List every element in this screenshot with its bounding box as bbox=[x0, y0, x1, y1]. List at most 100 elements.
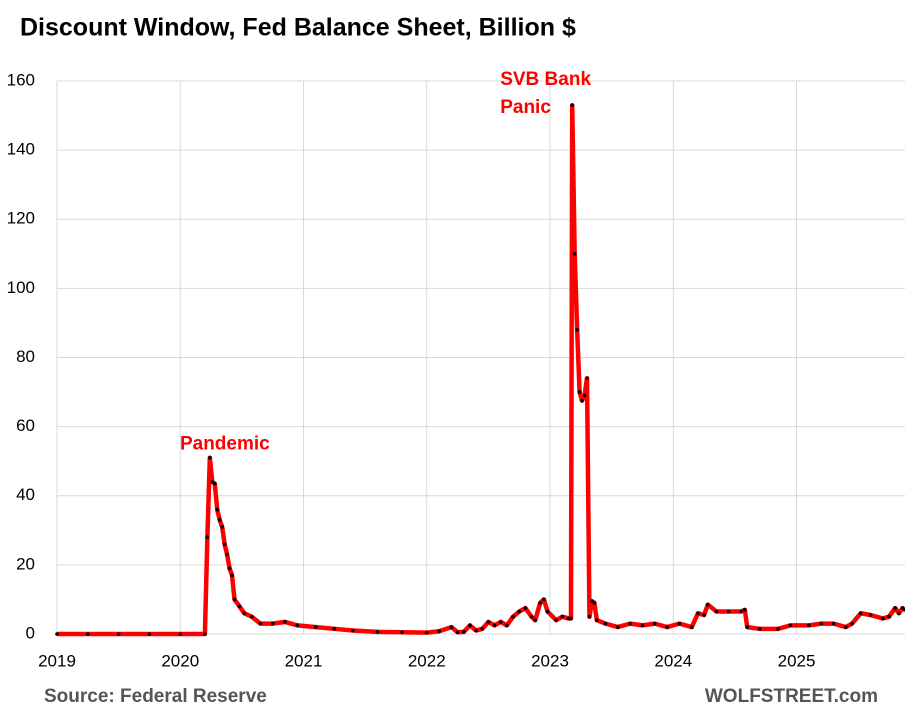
data-point bbox=[542, 597, 546, 602]
chart-title: Discount Window, Fed Balance Sheet, Bill… bbox=[20, 14, 576, 42]
data-point bbox=[705, 602, 710, 607]
data-point bbox=[468, 623, 472, 628]
data-point bbox=[585, 376, 589, 381]
data-point bbox=[212, 481, 217, 486]
y-tick-label: 0 bbox=[26, 623, 35, 642]
data-point bbox=[208, 455, 212, 460]
data-line bbox=[57, 102, 905, 637]
data-point bbox=[498, 620, 503, 624]
data-point bbox=[850, 621, 854, 626]
data-point bbox=[757, 627, 762, 631]
data-point bbox=[147, 632, 152, 636]
x-tick-label: 2022 bbox=[408, 651, 446, 670]
data-point bbox=[616, 625, 620, 629]
data-point bbox=[529, 614, 534, 619]
data-point bbox=[511, 614, 515, 619]
annotation: Pandemic bbox=[180, 434, 270, 455]
data-point bbox=[533, 618, 538, 622]
data-point bbox=[742, 608, 747, 612]
data-point bbox=[560, 614, 565, 619]
data-point bbox=[283, 620, 287, 624]
data-point bbox=[437, 629, 441, 634]
data-point bbox=[517, 609, 522, 614]
data-point bbox=[844, 625, 848, 629]
data-point bbox=[449, 625, 454, 629]
x-tick-label: 2021 bbox=[285, 651, 323, 670]
data-point bbox=[580, 398, 584, 403]
data-point bbox=[587, 614, 592, 619]
data-point bbox=[295, 623, 300, 628]
x-tick-label: 2023 bbox=[531, 651, 569, 670]
y-tick-label: 20 bbox=[16, 554, 35, 573]
data-point bbox=[455, 630, 460, 635]
y-tick-label: 160 bbox=[7, 70, 35, 89]
data-point bbox=[858, 611, 863, 616]
data-point bbox=[400, 630, 404, 635]
source: Source: Federal Reserve bbox=[44, 686, 267, 707]
data-point bbox=[897, 611, 901, 616]
data-point bbox=[807, 623, 811, 628]
data-point bbox=[486, 620, 491, 624]
data-point bbox=[505, 623, 509, 628]
data-point bbox=[640, 623, 645, 628]
data-point bbox=[595, 618, 599, 622]
y-tick-label: 60 bbox=[16, 416, 35, 435]
data-point bbox=[575, 328, 579, 332]
data-point bbox=[538, 601, 542, 605]
y-tick-label: 40 bbox=[16, 485, 35, 504]
data-point bbox=[461, 630, 466, 634]
y-tick-label: 80 bbox=[16, 347, 35, 366]
data-point bbox=[893, 606, 897, 610]
data-point bbox=[745, 625, 750, 629]
data-point bbox=[232, 597, 237, 602]
data-point bbox=[545, 609, 550, 614]
data-point bbox=[739, 609, 743, 614]
data-point bbox=[788, 623, 793, 628]
x-tick-label: 2024 bbox=[654, 651, 692, 670]
data-point bbox=[215, 507, 220, 512]
data-point bbox=[227, 566, 232, 571]
data-point bbox=[689, 625, 694, 629]
data-point bbox=[569, 616, 573, 621]
data-point bbox=[714, 609, 719, 614]
data-point bbox=[726, 609, 731, 614]
data-point bbox=[222, 542, 227, 546]
data-point bbox=[696, 611, 700, 616]
data-point bbox=[819, 621, 823, 626]
data-point bbox=[55, 632, 59, 636]
data-point bbox=[351, 628, 355, 633]
data-point bbox=[230, 573, 234, 578]
x-tick-label: 2020 bbox=[161, 651, 199, 670]
data-point bbox=[492, 623, 497, 628]
data-point bbox=[178, 632, 183, 636]
data-point bbox=[523, 606, 528, 610]
data-point bbox=[237, 604, 242, 609]
data-point bbox=[225, 552, 229, 557]
data-point bbox=[249, 614, 254, 619]
data-point bbox=[203, 632, 207, 636]
data-point bbox=[474, 628, 478, 633]
data-point bbox=[582, 393, 587, 398]
data-point bbox=[314, 625, 318, 629]
data-point bbox=[868, 613, 873, 617]
data-point bbox=[577, 390, 582, 394]
data-point bbox=[242, 611, 247, 616]
data-point bbox=[677, 621, 682, 626]
data-point bbox=[566, 616, 571, 621]
data-point bbox=[652, 621, 657, 626]
data-point bbox=[603, 621, 608, 626]
data-point bbox=[570, 103, 575, 107]
y-tick-label: 100 bbox=[7, 278, 35, 297]
data-point bbox=[480, 627, 485, 631]
data-point bbox=[554, 618, 558, 622]
data-point bbox=[116, 632, 121, 636]
data-point bbox=[776, 627, 780, 631]
data-point bbox=[881, 616, 885, 621]
data-point bbox=[887, 614, 891, 619]
data-point bbox=[258, 621, 263, 626]
data-point bbox=[424, 630, 429, 635]
data-point bbox=[205, 535, 210, 540]
x-tick-label: 2025 bbox=[778, 651, 816, 670]
y-tick-label: 120 bbox=[7, 209, 35, 228]
